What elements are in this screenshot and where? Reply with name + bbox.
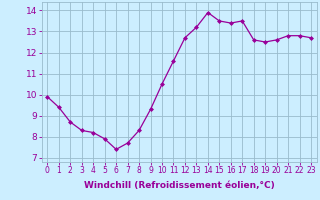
- X-axis label: Windchill (Refroidissement éolien,°C): Windchill (Refroidissement éolien,°C): [84, 181, 275, 190]
